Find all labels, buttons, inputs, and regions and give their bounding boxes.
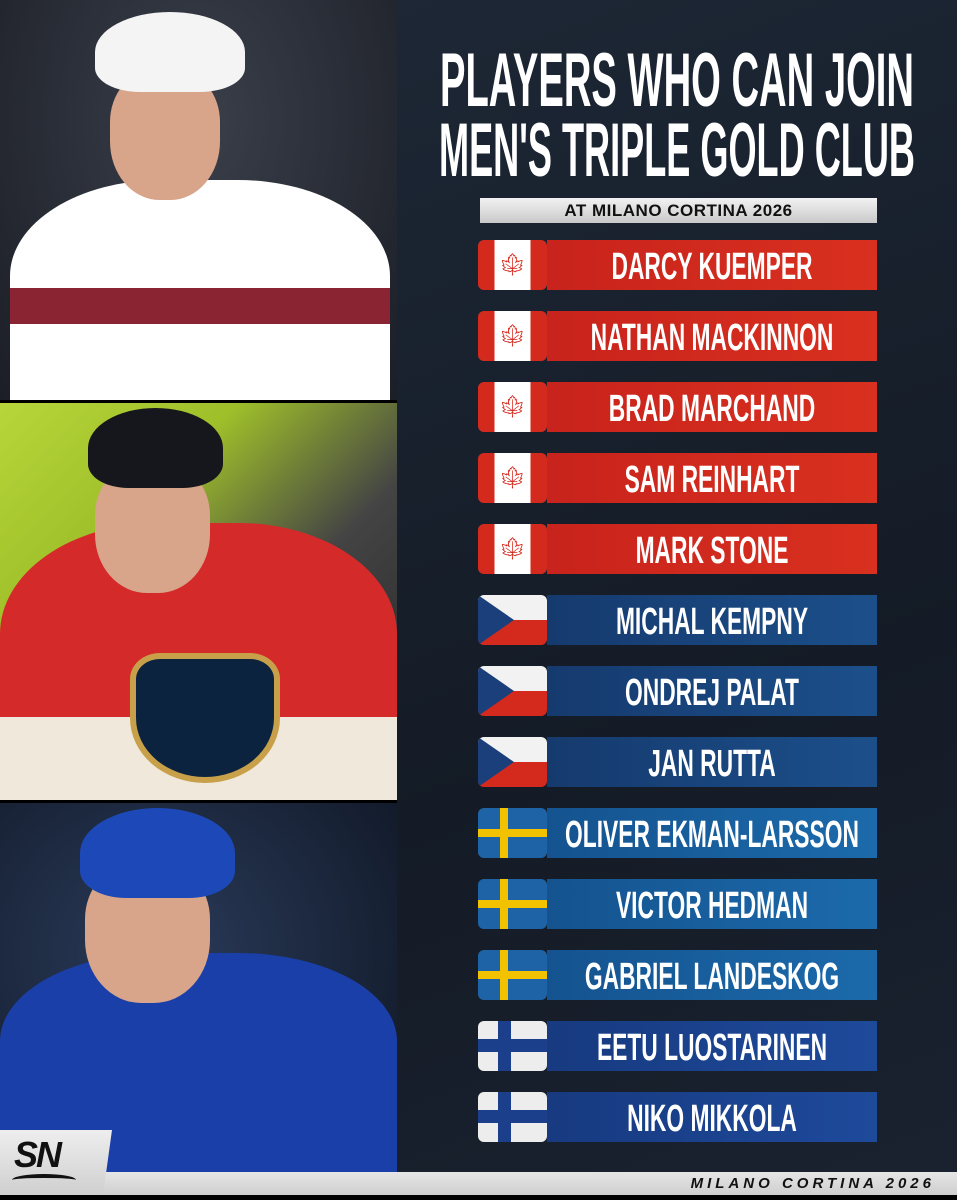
photo-lightning-player [0, 803, 397, 1173]
svg-text:GABRIEL LANDESKOG: GABRIEL LANDESKOG [585, 956, 839, 998]
player-row: 🍁︎ DARCY KUEMPER [478, 240, 877, 290]
player-row: VICTOR HEDMAN [478, 879, 877, 929]
svg-text:NIKO MIKKOLA: NIKO MIKKOLA [627, 1098, 797, 1140]
player-row: OLIVER EKMAN-LARSSON [478, 808, 877, 858]
flag-canada-icon: 🍁︎ [478, 453, 547, 503]
player-name: SAM REINHART [547, 453, 877, 503]
player-list-panel: PLAYERS WHO CAN JOIN MEN'S TRIPLE GOLD C… [397, 0, 957, 1172]
player-row: NIKO MIKKOLA [478, 1092, 877, 1142]
svg-text:JAN RUTTA: JAN RUTTA [648, 743, 776, 785]
flag-czechia-icon [478, 595, 547, 645]
subtitle-banner: AT MILANO CORTINA 2026 [480, 198, 877, 223]
player-name: DARCY KUEMPER [547, 240, 877, 290]
title-line-1: PLAYERS WHO CAN JOIN [440, 42, 914, 112]
player-row: 🍁︎ BRAD MARCHAND [478, 382, 877, 432]
player-name: ONDREJ PALAT [547, 666, 877, 716]
player-name: VICTOR HEDMAN [547, 879, 877, 929]
player-name: MICHAL KEMPNY [547, 595, 877, 645]
player-row: 🍁︎ NATHAN MACKINNON [478, 311, 877, 361]
svg-text:VICTOR HEDMAN: VICTOR HEDMAN [616, 885, 808, 927]
player-row: 🍁︎ SAM REINHART [478, 453, 877, 503]
player-name: GABRIEL LANDESKOG [547, 950, 877, 1000]
logo-wave-icon [12, 1174, 76, 1186]
svg-text:EETU LUOSTARINEN: EETU LUOSTARINEN [597, 1027, 827, 1069]
footer-text: MILANO CORTINA 2026 [690, 1175, 935, 1192]
sportsnet-logo: SN [0, 1130, 112, 1195]
flag-canada-icon: 🍁︎ [478, 240, 547, 290]
svg-text:MICHAL KEMPNY: MICHAL KEMPNY [616, 601, 808, 643]
player-row: GABRIEL LANDESKOG [478, 950, 877, 1000]
player-row: JAN RUTTA [478, 737, 877, 787]
player-row: EETU LUOSTARINEN [478, 1021, 877, 1071]
flag-finland-icon [478, 1092, 547, 1142]
svg-text:BRAD MARCHAND: BRAD MARCHAND [609, 388, 815, 430]
flag-canada-icon: 🍁︎ [478, 382, 547, 432]
player-row: ONDREJ PALAT [478, 666, 877, 716]
player-name: NIKO MIKKOLA [547, 1092, 877, 1142]
player-row: 🍁︎ MARK STONE [478, 524, 877, 574]
flag-sweden-icon [478, 879, 547, 929]
svg-text:DARCY KUEMPER: DARCY KUEMPER [611, 246, 812, 288]
player-name: BRAD MARCHAND [547, 382, 877, 432]
svg-text:SAM REINHART: SAM REINHART [625, 459, 800, 501]
photo-panthers-player [0, 403, 397, 800]
player-name: NATHAN MACKINNON [547, 311, 877, 361]
title-line-2: MEN'S TRIPLE GOLD CLUB [439, 112, 915, 182]
flag-finland-icon [478, 1021, 547, 1071]
logo-text: SN [14, 1134, 62, 1175]
flag-sweden-icon [478, 808, 547, 858]
svg-text:OLIVER EKMAN-LARSSON: OLIVER EKMAN-LARSSON [565, 814, 859, 856]
svg-text:MARK STONE: MARK STONE [636, 530, 789, 572]
svg-text:PLAYERS WHO CAN JOIN: PLAYERS WHO CAN JOIN [440, 42, 914, 112]
flag-canada-icon: 🍁︎ [478, 524, 547, 574]
player-row: MICHAL KEMPNY [478, 595, 877, 645]
player-name: MARK STONE [547, 524, 877, 574]
player-name: JAN RUTTA [547, 737, 877, 787]
svg-text:MEN'S TRIPLE GOLD CLUB: MEN'S TRIPLE GOLD CLUB [439, 112, 915, 182]
photo-avalanche-player [0, 0, 397, 400]
flag-canada-icon: 🍁︎ [478, 311, 547, 361]
svg-text:NATHAN MACKINNON: NATHAN MACKINNON [591, 317, 834, 359]
footer-bar: MILANO CORTINA 2026 [0, 1172, 957, 1195]
flag-czechia-icon [478, 666, 547, 716]
player-name: OLIVER EKMAN-LARSSON [547, 808, 877, 858]
flag-sweden-icon [478, 950, 547, 1000]
svg-text:ONDREJ PALAT: ONDREJ PALAT [625, 672, 799, 714]
player-name: EETU LUOSTARINEN [547, 1021, 877, 1071]
flag-czechia-icon [478, 737, 547, 787]
